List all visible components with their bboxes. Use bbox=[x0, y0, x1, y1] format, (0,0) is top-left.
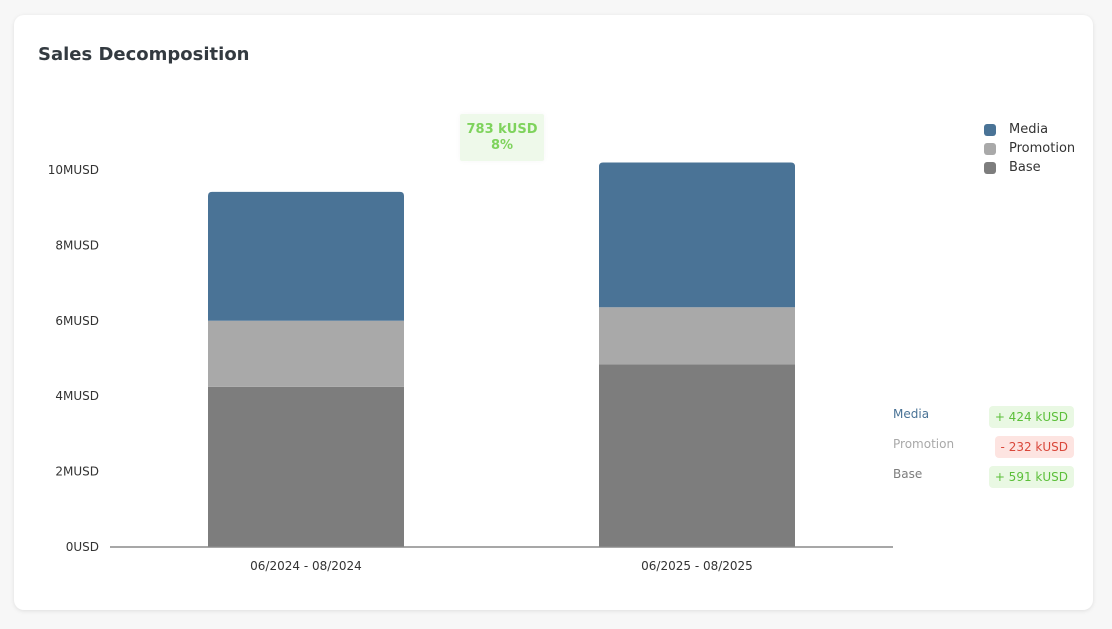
breakdown-change-media: + 424 kUSD bbox=[988, 406, 1074, 428]
y-tick-label: 0USD bbox=[66, 540, 99, 554]
y-tick-label: 10MUSD bbox=[48, 163, 99, 177]
chart-legend: Media Promotion Base bbox=[984, 120, 1075, 177]
bar-segment-base-1[interactable] bbox=[208, 386, 404, 547]
breakdown-row-base: Base + 591 kUSD bbox=[893, 464, 1074, 494]
y-tick-label: 6MUSD bbox=[55, 314, 99, 328]
x-axis-ticks: 06/2024 - 08/2024 06/2025 - 08/2025 bbox=[250, 559, 753, 573]
y-tick-label: 4MUSD bbox=[55, 389, 99, 403]
card-title: Sales Decomposition bbox=[38, 44, 250, 65]
legend-label-promotion: Promotion bbox=[1009, 141, 1076, 156]
bar-segment-media-2[interactable] bbox=[599, 162, 795, 308]
x-tick-label: 06/2024 - 08/2024 bbox=[250, 559, 362, 573]
breakdown-label-media: Media bbox=[893, 407, 930, 421]
legend-swatch-media bbox=[984, 123, 996, 136]
legend-swatch-base bbox=[984, 161, 996, 174]
legend-item-promotion[interactable]: Promotion bbox=[984, 139, 1075, 158]
total-change-value: 783 kUSD bbox=[466, 121, 538, 137]
sales-decomposition-card: Sales Decomposition 0USD 2MUSD 4MUSD 6MUSD 8… bbox=[14, 15, 1093, 610]
y-tick-label: 2MUSD bbox=[55, 465, 99, 479]
legend-label-media: Media bbox=[1009, 122, 1049, 137]
bar-stacks bbox=[208, 162, 795, 547]
bar-segment-promotion-2[interactable] bbox=[599, 307, 795, 365]
legend-item-base[interactable]: Base bbox=[984, 158, 1075, 177]
stacked-bar-chart: 0USD 2MUSD 4MUSD 6MUSD 8MUSD 10MUSD 06/2024 -… bbox=[48, 162, 893, 573]
x-tick-label: 06/2025 - 08/2025 bbox=[641, 559, 753, 573]
total-change-badge: 783 kUSD 8% bbox=[460, 114, 544, 161]
breakdown-label-base: Base bbox=[893, 467, 923, 481]
breakdown-row-media: Media + 424 kUSD bbox=[893, 404, 1074, 434]
breakdown-change-promotion: - 232 kUSD bbox=[994, 436, 1074, 458]
y-tick-label: 8MUSD bbox=[55, 238, 99, 252]
breakdown-label-promotion: Promotion bbox=[893, 437, 955, 451]
breakdown-change-base: + 591 kUSD bbox=[988, 466, 1074, 488]
y-axis-ticks: 0USD 2MUSD 4MUSD 6MUSD 8MUSD 10MUSD bbox=[48, 163, 99, 554]
legend-item-media[interactable]: Media bbox=[984, 120, 1075, 139]
legend-swatch-promotion bbox=[984, 142, 996, 155]
legend-label-base: Base bbox=[1009, 160, 1041, 175]
change-breakdown: Media + 424 kUSD Promotion - 232 kUSD Ba… bbox=[893, 404, 1074, 494]
total-change-percent: 8% bbox=[490, 137, 514, 153]
breakdown-row-promotion: Promotion - 232 kUSD bbox=[893, 434, 1074, 464]
bar-segment-base-2[interactable] bbox=[599, 364, 795, 547]
bar-segment-media-1[interactable] bbox=[208, 191, 404, 321]
bar-segment-promotion-1[interactable] bbox=[208, 320, 404, 387]
